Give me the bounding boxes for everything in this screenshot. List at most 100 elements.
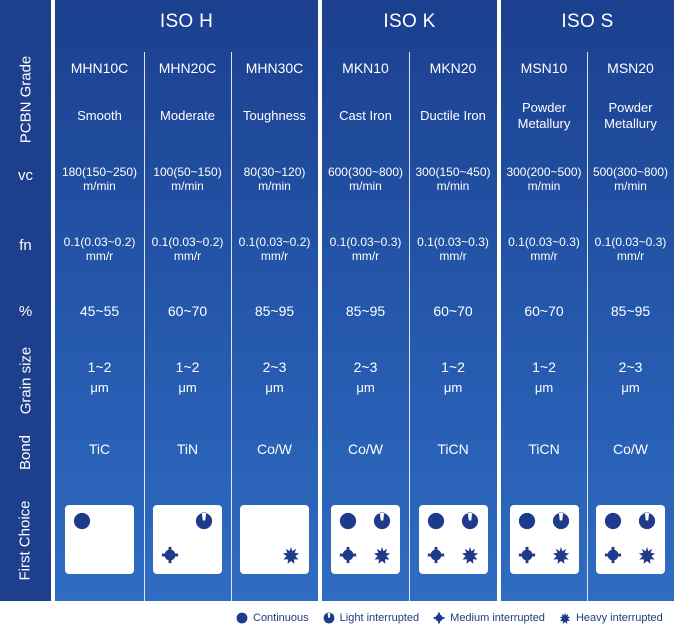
grain-unit: μm	[90, 379, 109, 395]
grade-name: MKN20	[429, 59, 477, 76]
fn-unit: mm/r	[173, 249, 202, 263]
row-label-grain-size: Grain size	[17, 346, 34, 414]
first-choice-box	[331, 505, 400, 574]
application-line: Ductile Iron	[420, 108, 486, 124]
application-line: Metallury	[517, 116, 571, 131]
grain-unit: μm	[534, 379, 554, 395]
bond: TiC	[88, 440, 111, 457]
feed-rate: 0.1(0.03~0.3) mm/r	[322, 230, 409, 268]
continuous-icon	[339, 512, 357, 530]
light-icon	[323, 612, 340, 624]
application-line: Powder	[521, 100, 567, 116]
continuous-icon	[604, 512, 622, 530]
cbn-percent: 45~55	[79, 302, 120, 319]
vc-unit: m/min	[527, 179, 561, 193]
row-label-bond: Bond	[16, 434, 34, 471]
cutting-speed: 500(300~800) m/min	[587, 160, 674, 198]
medium-icon	[604, 546, 622, 564]
first-choice-box	[240, 505, 309, 574]
grain-size: 1~2 μm	[144, 355, 231, 399]
fn-value: 0.1(0.03~0.2)	[238, 234, 311, 249]
grain-unit: μm	[443, 379, 463, 395]
heavy-icon	[373, 546, 391, 564]
continuous-icon	[518, 512, 536, 530]
continuous-icon	[73, 512, 91, 530]
cutting-speed: 300(150~450) m/min	[409, 160, 497, 198]
heavy-icon	[282, 546, 300, 564]
fn-value: 0.1(0.03~0.3)	[417, 234, 489, 249]
cbn-percent: 85~95	[345, 302, 386, 319]
bond: Co/W	[348, 440, 383, 457]
application: Ductile Iron	[409, 96, 497, 136]
vc-value: 500(300~800)	[592, 164, 669, 179]
grain-value: 1~2	[175, 358, 200, 375]
row-label-fn: fn	[19, 236, 32, 254]
legend-item-light: Light interrupted	[323, 612, 420, 624]
light-icon	[638, 512, 656, 530]
application-line: Powder	[608, 100, 653, 116]
cbn-percent: 85~95	[610, 302, 651, 319]
group-iso-s: ISO S MSN10 Powder Metallury 300(200~500) m/m…	[501, 0, 674, 601]
column-divider	[587, 52, 588, 601]
first-choice-box	[510, 505, 579, 574]
vc-value: 300(150~450)	[415, 164, 491, 179]
grain-size: 2~3 μm	[322, 355, 409, 399]
grain-unit: μm	[356, 379, 375, 395]
application: Moderate	[144, 96, 231, 136]
first-choice-box	[153, 505, 222, 574]
vc-unit: m/min	[83, 179, 116, 193]
grain-size: 1~2 μm	[409, 355, 497, 399]
vc-value: 180(150~250)	[61, 164, 138, 179]
application: Cast Iron	[322, 96, 409, 136]
legend-label: Medium interrupted	[450, 612, 545, 624]
application: Smooth	[55, 96, 144, 136]
vc-unit: m/min	[258, 179, 291, 193]
application: Toughness	[231, 96, 318, 136]
continuous-icon	[427, 512, 445, 530]
application-line: Toughness	[243, 108, 306, 124]
grade-column-mkn10: MKN10 Cast Iron 600(300~800) m/min 0.1(0.03~…	[322, 0, 409, 601]
group-iso-h: ISO H MHN10C Smooth 180(150~250) m/min 0.1(0.…	[55, 0, 318, 601]
grade-column-msn10: MSN10 Powder Metallury 300(200~500) m/min 0.1…	[501, 0, 587, 601]
grade-name: MHN20C	[158, 59, 217, 76]
bond: TiN	[176, 440, 199, 457]
application-line: Metallury	[604, 116, 657, 131]
vc-unit: m/min	[436, 179, 470, 193]
cutting-speed: 100(50~150) m/min	[144, 160, 231, 198]
medium-icon	[427, 546, 445, 564]
vc-unit: m/min	[614, 179, 647, 193]
bond: Co/W	[613, 440, 648, 457]
group-title: ISO H	[159, 11, 214, 32]
first-choice-box	[419, 505, 488, 574]
grade-name: MSN20	[607, 59, 654, 76]
grade-name: MKN10	[342, 59, 389, 76]
legend-label: Light interrupted	[339, 612, 420, 624]
fn-unit: mm/r	[439, 249, 467, 263]
grain-value: 2~3	[353, 358, 378, 375]
group-iso-k: ISO K MKN10 Cast Iron 600(300~800) m/min 0.1(…	[322, 0, 497, 601]
fn-unit: mm/r	[85, 249, 114, 263]
heavy-icon	[638, 546, 656, 564]
grain-value: 1~2	[87, 358, 112, 375]
feed-rate: 0.1(0.03~0.2) mm/r	[55, 230, 144, 268]
vc-value: 300(200~500)	[506, 164, 582, 179]
grain-value: 2~3	[262, 358, 287, 375]
grade-column-mhn10c: MHN10C Smooth 180(150~250) m/min 0.1(0.03~0.…	[55, 0, 144, 601]
grain-value: 2~3	[618, 358, 643, 375]
fn-value: 0.1(0.03~0.3)	[508, 234, 580, 249]
cbn-percent: 60~70	[524, 302, 564, 319]
row-label-column: PCBN Grade vc fn % Grain size Bond First…	[0, 0, 51, 601]
feed-rate: 0.1(0.03~0.3) mm/r	[501, 230, 587, 268]
vc-unit: m/min	[171, 179, 204, 193]
column-divider	[144, 52, 145, 601]
bond: TiCN	[528, 440, 560, 457]
heavy-icon	[559, 612, 576, 624]
medium-icon	[433, 612, 450, 624]
cbn-percent: 60~70	[433, 302, 473, 319]
grade-column-msn20: MSN20 Powder Metallury 500(300~800) m/min 0.1…	[587, 0, 674, 601]
cutting-speed: 300(200~500) m/min	[501, 160, 587, 198]
legend-item-heavy: Heavy interrupted	[559, 612, 663, 624]
grade-column-mhn20c: MHN20C Moderate 100(50~150) m/min 0.1(0.03~0…	[144, 0, 231, 601]
group-title: ISO K	[383, 11, 436, 32]
bond: Co/W	[257, 440, 292, 457]
